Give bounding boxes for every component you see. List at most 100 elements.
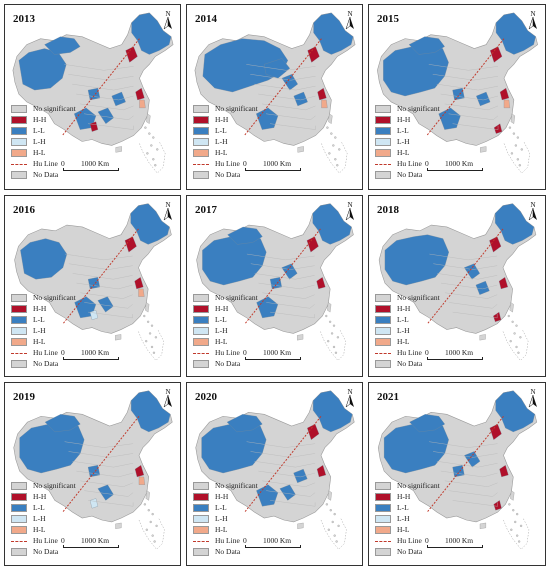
china-map bbox=[378, 203, 537, 361]
legend-label: No significant bbox=[33, 293, 76, 302]
year-label: 2020 bbox=[195, 391, 217, 403]
province-boundary bbox=[72, 83, 134, 91]
legend-label: No Data bbox=[397, 359, 423, 368]
legend-swatch bbox=[11, 360, 27, 368]
province-boundary bbox=[80, 480, 134, 487]
legend-label: No Data bbox=[397, 170, 423, 179]
legend-label: L-H bbox=[33, 514, 46, 523]
province-boundary bbox=[68, 263, 133, 270]
province-boundary bbox=[258, 470, 316, 478]
island-mark bbox=[148, 132, 151, 135]
legend-swatch bbox=[193, 138, 209, 146]
scale-label: 1000 Km bbox=[81, 536, 110, 545]
legend-swatch bbox=[375, 105, 391, 113]
island-mark bbox=[330, 332, 334, 335]
scale-label: 1000 Km bbox=[263, 348, 292, 357]
china-map bbox=[377, 390, 538, 550]
legend-label: H-H bbox=[215, 304, 229, 313]
north-arrow-icon: N bbox=[527, 387, 539, 409]
hainan-region bbox=[297, 334, 304, 341]
cluster-region bbox=[18, 48, 67, 91]
north-label: N bbox=[530, 201, 535, 209]
legend-swatch bbox=[375, 526, 391, 534]
legend-swatch bbox=[11, 493, 27, 501]
cluster-region bbox=[131, 390, 171, 433]
legend-dashed-line bbox=[375, 541, 391, 542]
legend-label: H-L bbox=[215, 337, 228, 346]
legend-label: No Data bbox=[215, 170, 241, 179]
island-mark bbox=[338, 148, 341, 151]
taiwan-region bbox=[327, 302, 332, 313]
china-map bbox=[13, 390, 173, 550]
island-mark bbox=[511, 320, 514, 323]
cluster-region bbox=[281, 263, 298, 280]
island-mark bbox=[328, 152, 331, 155]
island-mark bbox=[326, 126, 329, 129]
china-map bbox=[196, 203, 354, 361]
scale-line bbox=[245, 545, 301, 548]
cluster-region bbox=[316, 464, 327, 478]
map-panel-2013: 2013 N No significant H-H L-L L-H H-L Hu Line No… bbox=[4, 4, 181, 190]
legend-label: H-L bbox=[397, 525, 410, 534]
sea-boundary bbox=[138, 329, 164, 361]
legend-dashed-line bbox=[375, 164, 391, 165]
legend-label: No Data bbox=[33, 547, 59, 556]
legend-label: H-H bbox=[215, 492, 229, 501]
year-label: 2015 bbox=[377, 13, 399, 25]
cluster-region bbox=[476, 91, 491, 107]
legend-swatch bbox=[11, 316, 27, 324]
island-mark bbox=[333, 512, 336, 516]
island-mark bbox=[519, 524, 523, 527]
province-boundary bbox=[432, 74, 499, 81]
island-mark bbox=[329, 509, 332, 512]
island-mark bbox=[520, 148, 523, 151]
scale-zero: 0 bbox=[243, 536, 247, 545]
legend-label: L-H bbox=[397, 514, 410, 523]
province-boundary bbox=[72, 273, 133, 280]
island-mark bbox=[154, 164, 157, 167]
china-map bbox=[12, 12, 174, 174]
cluster-region bbox=[313, 390, 353, 433]
scale-label: 1000 Km bbox=[445, 348, 474, 357]
province-boundary bbox=[448, 113, 499, 120]
province-boundary bbox=[250, 451, 316, 458]
china-map bbox=[377, 12, 538, 174]
legend-swatch bbox=[11, 338, 27, 346]
legend-swatch bbox=[11, 305, 27, 313]
north-label: N bbox=[165, 10, 170, 18]
legend-label: No Data bbox=[215, 359, 241, 368]
taiwan-region bbox=[145, 302, 150, 313]
legend-label: L-H bbox=[215, 137, 228, 146]
island-mark bbox=[144, 126, 147, 129]
legend-label: L-L bbox=[33, 315, 45, 324]
legend-label: L-H bbox=[397, 326, 410, 335]
province-boundary bbox=[452, 123, 499, 130]
cluster-region bbox=[499, 464, 509, 478]
cluster-region bbox=[307, 46, 320, 63]
legend-label: H-L bbox=[33, 525, 46, 534]
year-label: 2021 bbox=[377, 391, 399, 403]
legend-swatch bbox=[375, 360, 391, 368]
sea-boundary bbox=[138, 517, 165, 550]
province-boundary bbox=[266, 113, 316, 120]
island-mark bbox=[516, 512, 519, 516]
cluster-region bbox=[384, 234, 449, 286]
scale-zero: 0 bbox=[61, 159, 65, 168]
legend-swatch bbox=[375, 316, 391, 324]
scale-label: 1000 Km bbox=[445, 159, 474, 168]
legend-label: L-L bbox=[33, 503, 45, 512]
legend-label: No Data bbox=[33, 359, 59, 368]
province-boundary bbox=[444, 480, 498, 487]
china-map bbox=[195, 390, 355, 550]
island-mark bbox=[512, 509, 515, 512]
island-mark bbox=[332, 144, 335, 147]
province-boundary bbox=[88, 311, 133, 319]
legend-swatch bbox=[193, 482, 209, 490]
legend-label: Hu Line bbox=[33, 348, 58, 357]
island-mark bbox=[508, 503, 511, 506]
north-arrow-icon: N bbox=[162, 200, 174, 222]
island-mark bbox=[147, 320, 150, 323]
legend-label: No significant bbox=[215, 104, 258, 113]
province-boundary bbox=[84, 113, 134, 120]
legend-label: L-H bbox=[33, 137, 46, 146]
